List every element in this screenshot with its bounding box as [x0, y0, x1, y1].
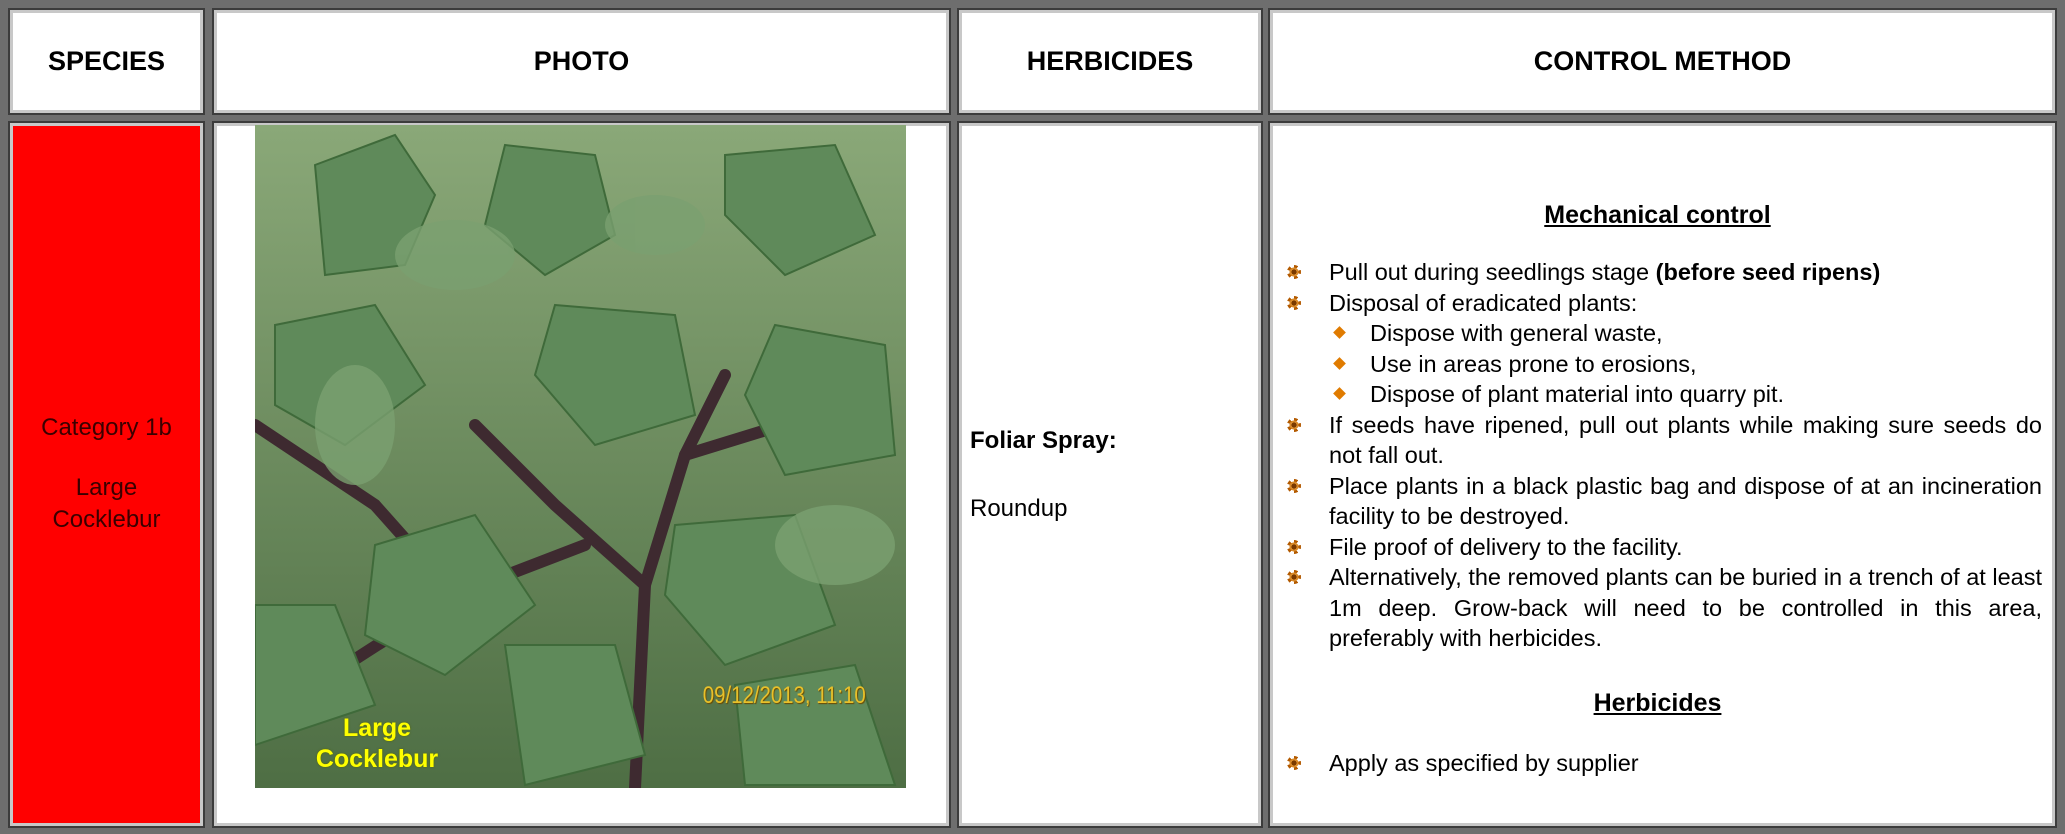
sub-list: Dispose with general waste, Use in areas … [1329, 318, 2042, 410]
list-item: Alternatively, the removed plants can be… [1273, 562, 2042, 654]
photo: Large Cocklebur 09/12/2013, 11:10 [249, 125, 906, 794]
list-item: File proof of delivery to the facility. [1273, 532, 2042, 563]
header-cell: HERBICIDES [957, 8, 1263, 115]
header-cell: CONTROL METHOD [1268, 8, 2057, 115]
herbicides-cell: Foliar Spray: Roundup [957, 121, 1263, 828]
sub-item: Dispose of plant material into quarry pi… [1329, 379, 2042, 410]
list-item: Place plants in a black plastic bag and … [1273, 471, 2042, 532]
item-text: Place plants in a black plastic bag and … [1329, 472, 2042, 530]
item-text: If seeds have ripened, pull out plants w… [1329, 411, 2042, 469]
item-text: Alternatively, the removed plants can be… [1329, 564, 2042, 651]
header-cell: PHOTO [212, 8, 951, 115]
item-text: Apply as specified by supplier [1329, 749, 1639, 776]
item-list: Apply as specified by supplier [1273, 748, 2042, 779]
species-cell: Category 1b Large Cocklebur [8, 121, 205, 828]
list-item: Disposal of eradicated plants: Dispose wi… [1273, 288, 2042, 410]
item-text: Disposal of eradicated plants: [1329, 289, 1638, 316]
list-item: If seeds have ripened, pull out plants w… [1273, 410, 2042, 471]
sub-item: Use in areas prone to erosions, [1329, 349, 2042, 380]
photo-timestamp: 09/12/2013, 11:10 [703, 682, 866, 709]
list-item: Pull out during seedlings stage (before s… [1273, 257, 2042, 288]
section-heading: Herbicides [1593, 688, 1722, 717]
herbicide-method: Foliar Spray: [970, 426, 1117, 454]
list-item: Apply as specified by supplier [1273, 748, 2042, 779]
section-heading: Mechanical control [1544, 201, 1771, 229]
item-bold: (before seed ripens) [1655, 259, 1881, 285]
control-cell: Mechanical control Pull out during seedl… [1268, 121, 2057, 828]
species-name: Large Cocklebur [52, 473, 161, 533]
sub-item: Dispose with general waste, [1329, 318, 2042, 349]
header-cell: SPECIES [8, 8, 205, 115]
herbicide-product: Roundup [970, 494, 1068, 522]
item-text: File proof of delivery to the facility. [1329, 533, 1683, 560]
category: Category 1b [41, 413, 172, 441]
item-text: Pull out during seedlings stage [1329, 259, 1650, 285]
photo-label: Large Cocklebur [315, 714, 439, 773]
plant-image [249, 125, 906, 794]
item-list: Pull out during seedlings stage (before s… [1273, 257, 2042, 654]
